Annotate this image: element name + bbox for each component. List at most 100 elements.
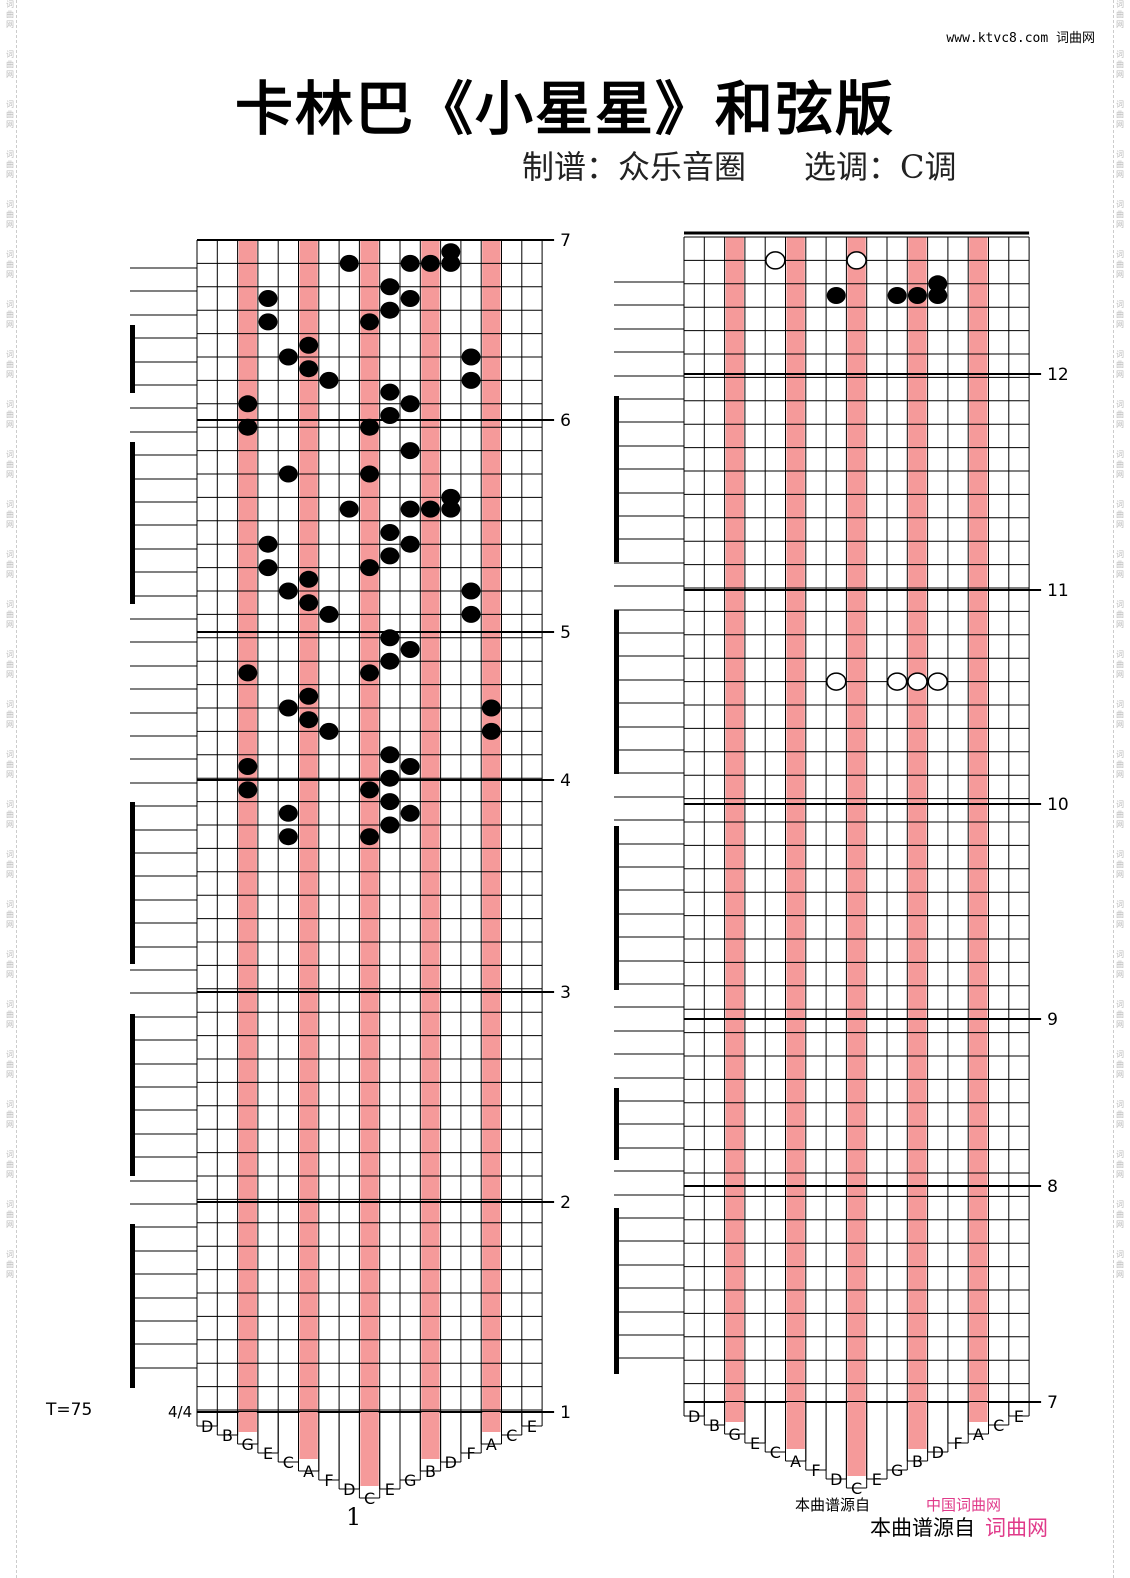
tine-label: G [242, 1435, 254, 1454]
note [380, 524, 400, 541]
highlight-tine-extension [908, 1402, 927, 1449]
beat-bracket [614, 826, 619, 990]
measure-number: 7 [1047, 1393, 1058, 1413]
note [360, 664, 380, 682]
tine-label: F [953, 1434, 962, 1453]
tine-label: A [303, 1462, 314, 1481]
note [928, 275, 948, 293]
note [441, 243, 461, 261]
measure-number: 10 [1047, 795, 1069, 815]
note [299, 687, 319, 705]
note [238, 664, 258, 682]
tine-label: B [709, 1416, 720, 1435]
note [380, 769, 400, 787]
footer-source: 本曲谱源自 词曲网 [870, 1516, 1048, 1540]
note [400, 442, 420, 460]
note [319, 722, 339, 740]
measure-number: 5 [560, 623, 571, 643]
score-meta: 制谱：众乐音圈 选调：C调 [522, 142, 957, 188]
note [278, 465, 298, 483]
note [278, 828, 298, 846]
note [400, 758, 420, 775]
time-signature: 4/4 [168, 1403, 192, 1421]
tine-label: A [486, 1435, 497, 1454]
note [400, 254, 420, 272]
highlight-tine [847, 237, 866, 1402]
highlight-tine-extension [360, 1412, 379, 1486]
tine-label: C [770, 1443, 781, 1462]
note [278, 582, 298, 600]
note [461, 348, 481, 366]
note [299, 570, 319, 588]
beat-bracket [614, 396, 619, 562]
side-watermark-right: 词曲网词曲网词曲网词曲网词曲网词曲网词曲网词曲网词曲网词曲网词曲网词曲网词曲网词… [1113, 0, 1126, 1578]
beat-bracket [614, 610, 619, 774]
note [278, 699, 298, 717]
beat-bracket [130, 802, 135, 964]
highlight-tine-extension [421, 1412, 440, 1459]
tine-label: G [891, 1461, 903, 1480]
highlight-tine-extension [786, 1402, 805, 1449]
note [380, 816, 400, 834]
tine-label: F [466, 1444, 475, 1463]
note [400, 500, 420, 518]
note [258, 313, 278, 331]
measure-number: 2 [560, 1193, 571, 1213]
note [278, 804, 298, 822]
note [928, 287, 948, 304]
open-note [907, 672, 928, 691]
note [278, 348, 298, 366]
note [400, 535, 420, 553]
tine-label: E [263, 1444, 273, 1463]
note [380, 793, 400, 811]
note [441, 488, 461, 506]
note [380, 301, 400, 319]
note [299, 711, 319, 729]
tine-label: F [811, 1461, 820, 1480]
note [461, 582, 481, 600]
note [258, 535, 278, 553]
tine-label: G [729, 1425, 741, 1444]
tine-label: E [385, 1480, 395, 1499]
tine-label: D [445, 1453, 457, 1472]
highlight-tine [482, 240, 501, 1412]
note [238, 758, 258, 775]
note [441, 254, 461, 272]
note [380, 383, 400, 401]
footer-source-top: 本曲谱源自 中国词曲网 [795, 1496, 1002, 1514]
note [481, 722, 501, 740]
note [481, 699, 501, 717]
beat-bracket [130, 442, 135, 604]
tempo-label: T=75 [46, 1400, 93, 1420]
note [360, 418, 380, 436]
note [907, 287, 927, 304]
note [360, 313, 380, 331]
note [360, 559, 380, 577]
note [299, 594, 319, 612]
highlight-tine-extension [482, 1412, 501, 1432]
tine-label: B [425, 1462, 436, 1481]
note [360, 465, 380, 483]
measure-number: 4 [560, 771, 571, 791]
highlight-tine-extension [847, 1402, 866, 1476]
note [420, 254, 440, 272]
highlight-tine [969, 237, 988, 1402]
measure-number: 12 [1047, 365, 1069, 385]
tine-label: D [688, 1407, 700, 1426]
note [299, 336, 319, 354]
note [400, 290, 420, 307]
open-note [886, 672, 908, 691]
measure-number: 11 [1047, 581, 1069, 601]
highlight-tine [421, 240, 440, 1412]
measure-number: 1 [560, 1403, 571, 1423]
note [380, 746, 400, 764]
note [400, 641, 420, 658]
tine-label: F [324, 1471, 333, 1490]
tine-label: D [830, 1470, 842, 1489]
page-number: 1 [346, 1503, 362, 1531]
beat-bracket [130, 1014, 135, 1176]
highlight-tine-extension [725, 1402, 744, 1422]
note [299, 360, 319, 378]
note [339, 254, 359, 272]
